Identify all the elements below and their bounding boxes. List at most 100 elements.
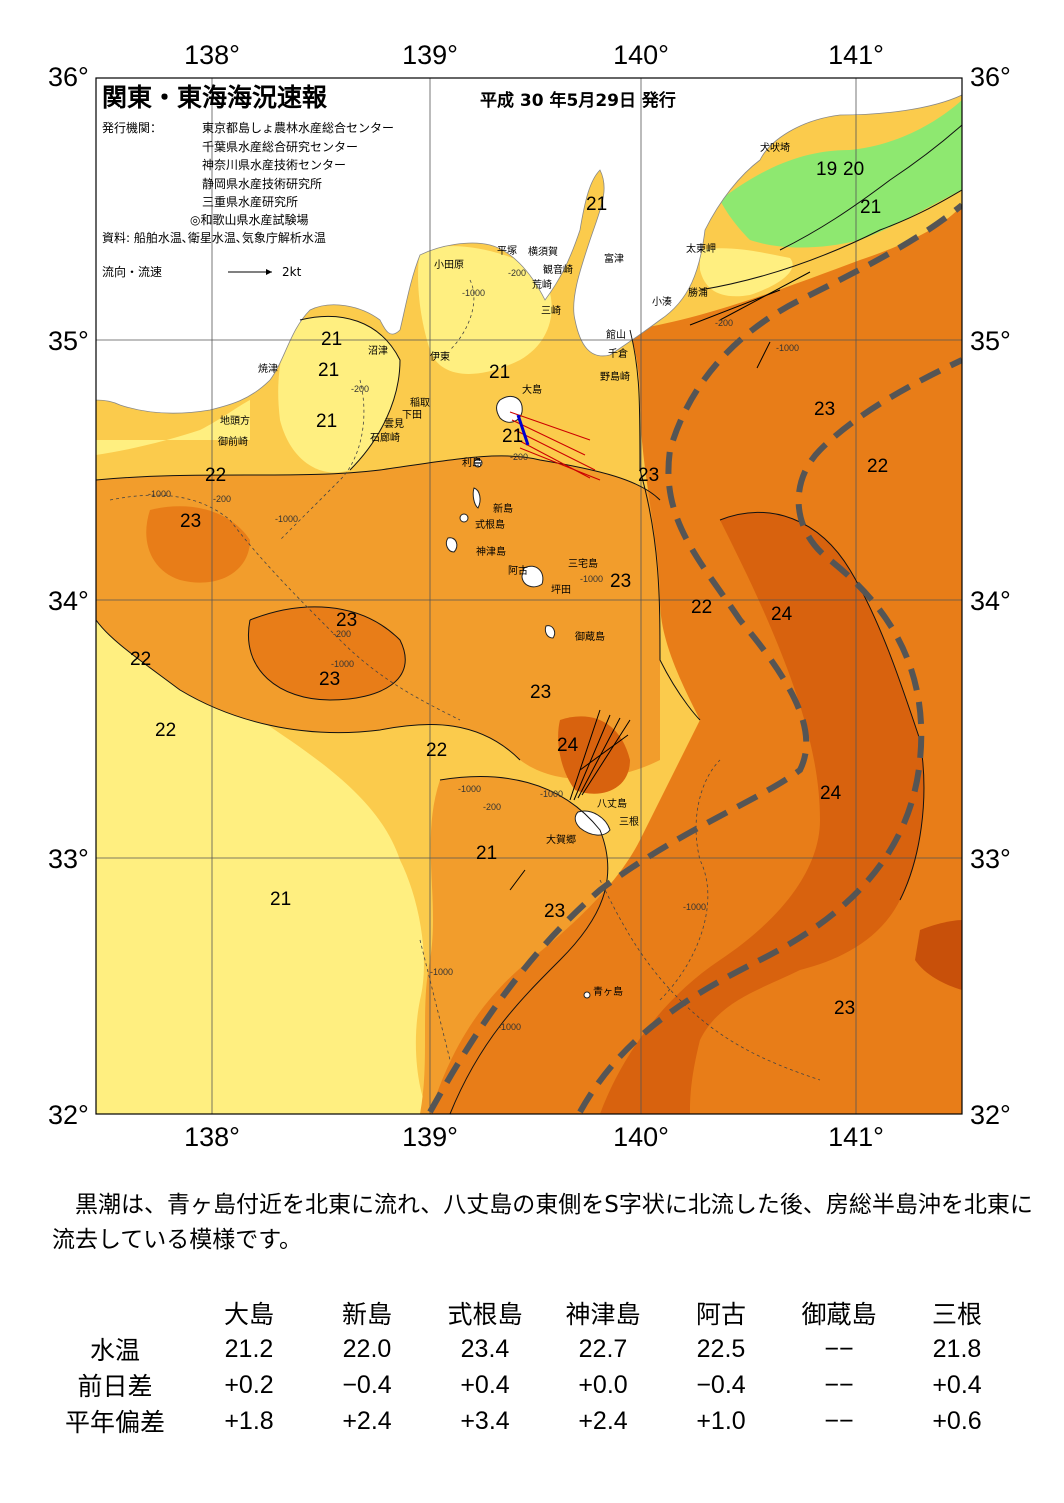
depth-label: -1000 [458,784,481,794]
honshu-coast [95,77,963,414]
place-label: 大賀郷 [546,833,576,846]
place-label: 下田 [402,410,422,421]
place-label: 小湊 [652,295,672,308]
place-label: 地頭方 [220,414,250,427]
oshima-shape [496,396,523,423]
depth-label: -200 [508,268,526,278]
depth-label: -1000 [498,1022,521,1032]
isotherm-label: 19 [816,159,837,180]
place-label: 太東岬 [686,242,716,255]
place-label: 新島 [493,502,513,515]
isotherm-label: 22 [130,649,151,670]
depth-label: -1000 [430,967,453,977]
depth-label: -200 [483,802,501,812]
hachijojima-shape [574,810,611,836]
lat-label: 33° [970,844,1011,874]
place-label: 焼津 [258,363,278,375]
kozushima-shape [445,537,458,553]
place-label: 平塚 [497,245,517,257]
lat-label: 35° [970,326,1011,356]
table-cell: +3.4 [460,1406,510,1435]
place-label: 伊東 [430,350,450,363]
lat-label: 32° [48,1100,89,1130]
isotherm-label: 22 [867,456,888,477]
depth-label: -200 [213,494,231,504]
row-label: 水温 [89,1336,140,1365]
table-cell: −− [824,1334,854,1363]
depth-label: -200 [351,384,369,394]
place-label: 沼津 [368,344,388,357]
place-label: 雲見 [384,418,404,430]
table-row-normal-anomaly: 平年偏差 +1.8 +2.4 +3.4 +2.4 +1.0 −− +0.6 [40,1403,1016,1439]
table-cell: +1.8 [224,1406,274,1435]
issue-date: 平成 30 年5月29日 発行 [480,90,676,111]
isotherm-label: 21 [489,362,510,383]
lon-label: 138° [184,1122,240,1152]
depth-label: -1000 [148,489,171,499]
niijima-shape [472,487,481,509]
table-cell: +2.4 [342,1406,392,1435]
lat-label: 34° [48,586,89,616]
depth-label: -1000 [462,288,485,298]
isotherm-label: 24 [820,783,842,804]
temp-zone-23-24-west-eddy [146,506,250,583]
map-frame [95,77,963,1115]
table-cell: 22.0 [342,1334,392,1363]
lat-label: 36° [970,62,1011,92]
temp-zone-19-20 [720,100,962,248]
isotherm-label: 23 [319,669,340,690]
isotherm-label: 21 [318,360,339,381]
isotherm-label: 23 [610,571,631,592]
place-label: 利島 [462,456,482,469]
lon-label: 138° [184,40,240,70]
depth-label: -200 [715,318,733,328]
temp-zone-20-21-shore [96,400,250,455]
landmass [95,77,963,414]
shikinejima-shape [459,513,469,523]
station-header: 神津島 [565,1300,641,1329]
station-temperature-table: 大島 新島 式根島 神津島 阿古 御蔵島 三根 水温 21.2 22.0 23.… [40,1295,1016,1439]
table-cell: −0.4 [342,1370,392,1399]
place-label: 荒崎 [532,278,552,291]
summary-text: 黒潮は、青ヶ島付近を北東に流れ、八丈島の東側をS字状に北流した後、房総半島沖を北… [52,1192,1033,1253]
place-label: 富津 [604,252,624,265]
isotherm-label: 23 [834,998,855,1019]
table-header-row: 大島 新島 式根島 神津島 阿古 御蔵島 三根 [40,1295,1016,1331]
map-title: 関東・東海海況速報 [102,83,328,112]
longitude-labels-bottom: 138° 139° 140° 141° [184,1122,884,1152]
isotherm-label: 23 [336,610,357,631]
table-cell: +0.2 [224,1370,274,1399]
current-legend: 流向・流速 2kt [102,264,302,279]
place-label: 阿古 [508,564,528,577]
isotherm-label: 21 [316,411,337,432]
place-label: 八丈島 [597,797,627,810]
place-label: 御前崎 [218,435,248,448]
isotherm-lines [95,124,963,1115]
latitude-labels-right: 36° 35° 34° 33° 32° [970,62,1011,1130]
place-label: 三宅島 [568,557,598,570]
depth-label: -1000 [540,789,563,799]
toshima-shape [473,458,483,468]
lon-label: 139° [402,40,458,70]
table-cell: 23.4 [460,1334,510,1363]
isotherm-label: 23 [814,399,835,420]
temp-zone-22-23-south [420,776,608,1114]
place-label: 石廊崎 [370,431,400,444]
mikurajima-shape [544,625,556,639]
depth-label: -1000 [580,574,603,584]
table-cell: +0.0 [578,1370,628,1399]
current-vectors [509,271,811,891]
isotherm-label: 21 [476,843,497,864]
place-label: 神津島 [476,545,506,558]
place-label: 御蔵島 [575,630,605,643]
place-label: 三崎 [541,304,561,317]
table-cell: +0.4 [932,1370,982,1399]
isotherm-label: 22 [691,597,712,618]
isotherm-label: 21 [321,329,342,350]
temp-zone-20-21-sagami [418,246,552,374]
isotherm-label: 22 [205,465,226,486]
lat-label: 32° [970,1100,1011,1130]
isotherm-label: 23 [638,465,659,486]
temp-zone-20-21-boso [700,248,793,297]
isotherm-label-layer: 19 20 21 21 21 21 21 21 21 21 21 22 22 22 22 22 22 23 23 23… [130,159,888,1019]
